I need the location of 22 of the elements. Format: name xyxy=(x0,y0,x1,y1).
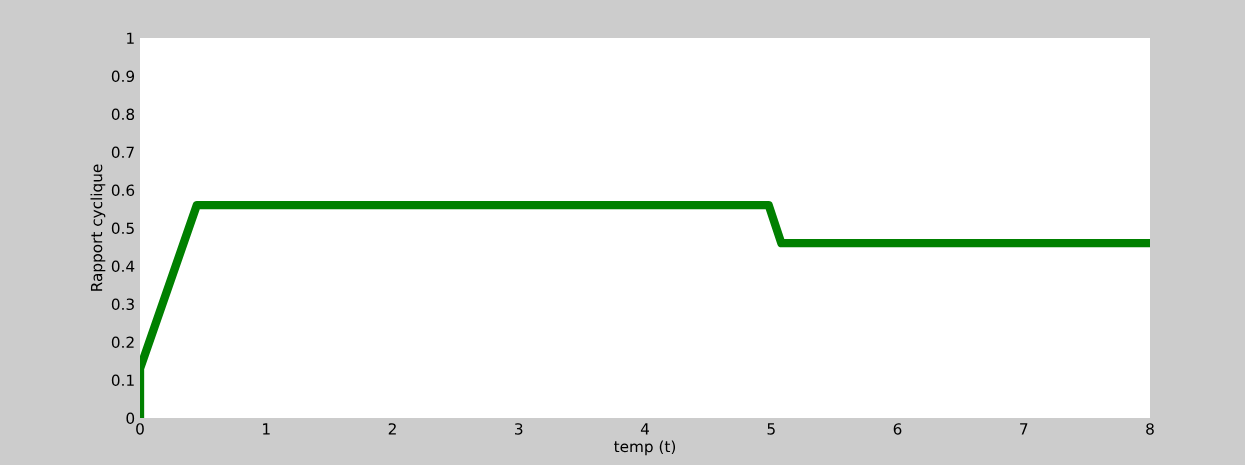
y-tick-label: 0.5 xyxy=(111,222,134,235)
x-axis-title: temp (t) xyxy=(614,440,676,456)
x-tick-label: 6 xyxy=(893,423,902,435)
y-tick-label: 0.2 xyxy=(111,336,134,349)
x-tick-label: 1 xyxy=(263,423,270,435)
y-tick-label: 0.1 xyxy=(111,374,134,387)
x-tick-label: 0 xyxy=(136,423,144,435)
y-axis-title: Rapport cyclique xyxy=(90,164,106,291)
y-tick-label: 0.3 xyxy=(111,298,134,311)
y-tick-label: 0.8 xyxy=(111,108,135,121)
x-tick-label: 8 xyxy=(1146,423,1154,435)
x-tick-label: 2 xyxy=(388,423,396,435)
y-tick-label: 0.7 xyxy=(111,146,134,159)
y-tick-label: 1 xyxy=(127,32,134,44)
x-tick-label: 7 xyxy=(1020,423,1028,435)
y-tick-label: 0 xyxy=(126,412,135,425)
x-tick-label: 3 xyxy=(515,423,523,435)
y-tick-label: 0.9 xyxy=(111,70,135,83)
x-tick-label: 4 xyxy=(640,423,649,435)
y-tick-label: 0.4 xyxy=(111,260,135,273)
x-tick-label: 5 xyxy=(767,423,775,435)
y-tick-label: 0.6 xyxy=(111,184,135,197)
